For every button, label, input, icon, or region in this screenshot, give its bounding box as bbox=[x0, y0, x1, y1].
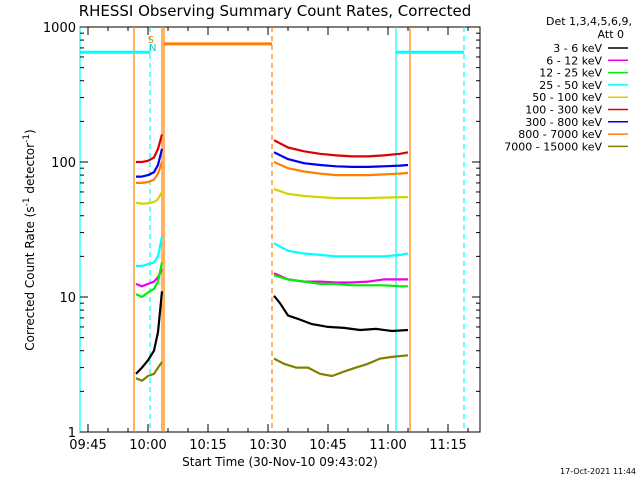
legend-label-800-7000-kev: 800 - 7000 keV bbox=[518, 128, 602, 141]
series-12-25-kev-segment-2 bbox=[273, 274, 408, 288]
series-3-6-kev-segment-1 bbox=[135, 291, 164, 375]
x-tick-label: 10:15 bbox=[189, 438, 226, 453]
series-12-25-kev-segment-1 bbox=[135, 262, 164, 299]
legend-header-line-2: Att 0 bbox=[598, 28, 624, 41]
x-tick-label: 10:00 bbox=[129, 438, 166, 453]
x-axis-label: Start Time (30-Nov-10 09:43:02) bbox=[182, 455, 378, 469]
series-800-7000-kev-segment-2 bbox=[273, 160, 409, 177]
series-800-7000-kev-segment-1 bbox=[136, 161, 164, 184]
legend-label-300-800-kev: 300 - 800 keV bbox=[525, 116, 602, 129]
night-flag-label: N bbox=[149, 43, 156, 54]
plot-area: SN 1 10 100 1000 09:45 10:00 10:15 10:30 10:45 11:… bbox=[43, 21, 481, 453]
series-300-800-kev-segment-1 bbox=[136, 148, 164, 178]
series-50-100-kev-segment-1 bbox=[135, 191, 163, 205]
legend-label-100-300-kev: 100 - 300 keV bbox=[525, 104, 602, 117]
legend-header-line-1: Det 1,3,4,5,6,9, bbox=[546, 15, 632, 28]
x-tick-label: 09:45 bbox=[69, 438, 106, 453]
legend-label-6-12-kev: 6 - 12 keV bbox=[546, 54, 602, 67]
x-tick-label: 10:30 bbox=[249, 438, 286, 453]
legend-label-7000-15000-kev: 7000 - 15000 keV bbox=[504, 140, 602, 153]
x-tick-label: 11:15 bbox=[429, 438, 466, 453]
series-50-100-kev-segment-2 bbox=[273, 188, 408, 200]
date-stamp: 17-Oct-2021 11:44 bbox=[560, 467, 636, 476]
series-25-50-kev-segment-2 bbox=[273, 242, 409, 258]
y-tick-label: 100 bbox=[51, 156, 76, 171]
series-100-300-kev-segment-2 bbox=[273, 139, 409, 158]
legend-label-50-100-kev: 50 - 100 keV bbox=[532, 91, 602, 104]
y-tick-label: 10 bbox=[59, 291, 76, 306]
legend-label-12-25-kev: 12 - 25 keV bbox=[539, 67, 602, 80]
series-7000-15000-kev-segment-1 bbox=[135, 361, 163, 382]
saa-flag-label: S bbox=[148, 35, 154, 46]
series-300-800-kev-segment-2 bbox=[273, 151, 409, 168]
x-tick-label: 11:00 bbox=[369, 438, 406, 453]
y-tick-label: 1000 bbox=[43, 21, 76, 36]
series-25-50-kev-segment-1 bbox=[136, 236, 164, 267]
y-tick-label: 1 bbox=[68, 426, 76, 441]
y-axis-label: Corrected Count Rate (s-1 detector-1) bbox=[22, 129, 37, 350]
chart-title: RHESSI Observing Summary Count Rates, Co… bbox=[79, 2, 472, 20]
plot-frame bbox=[79, 26, 481, 433]
series-3-6-kev-segment-2 bbox=[273, 295, 409, 333]
series-7000-15000-kev-segment-2 bbox=[273, 354, 409, 378]
legend-label-3-6-kev: 3 - 6 keV bbox=[553, 42, 602, 55]
series-100-300-kev-segment-1 bbox=[136, 134, 164, 164]
legend-label-25-50-kev: 25 - 50 keV bbox=[539, 79, 602, 92]
x-tick-label: 10:45 bbox=[309, 438, 346, 453]
